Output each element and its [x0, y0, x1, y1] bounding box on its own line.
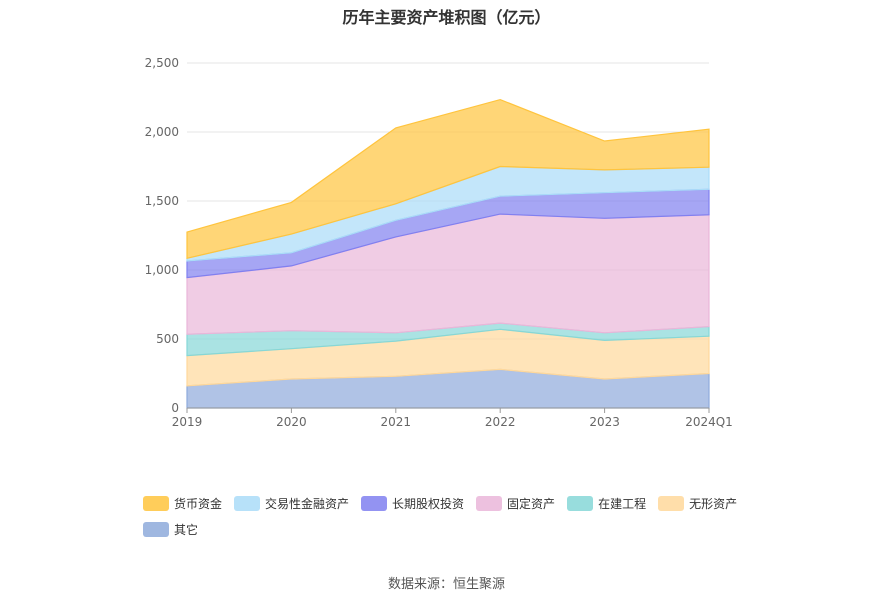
x-tick-label: 2021 [381, 415, 412, 429]
legend-item[interactable]: 无形资产 [658, 494, 737, 512]
y-tick-label: 1,000 [145, 263, 179, 277]
legend-swatch [476, 495, 503, 511]
y-tick-label: 2,500 [145, 56, 179, 70]
legend-item[interactable]: 交易性金融资产 [234, 494, 349, 512]
y-tick-label: 500 [156, 332, 179, 346]
chart-title: 历年主要资产堆积图（亿元） [342, 8, 551, 27]
legend-label: 无形资产 [689, 496, 738, 511]
legend-swatch [234, 495, 261, 511]
chart-legend: 货币资金 交易性金融资产 长期股权投资 固定资产 在建工程 无形资产其它 [143, 494, 783, 546]
x-tick-label: 2020 [276, 415, 307, 429]
data-source: 数据来源：恒生聚源 [387, 577, 505, 592]
legend-item[interactable]: 长期股权投资 [361, 494, 464, 512]
legend-label: 固定资产 [507, 496, 556, 511]
legend-label: 货币资金 [174, 496, 223, 511]
area-series [186, 98, 710, 260]
legend-item[interactable]: 在建工程 [567, 494, 646, 512]
legend-item[interactable]: 其它 [143, 520, 198, 538]
legend-swatch [143, 521, 169, 537]
y-tick-label: 1,500 [145, 194, 179, 208]
x-tick-label: 2022 [485, 415, 516, 429]
x-tick-label: 2024Q1 [685, 415, 733, 429]
legend-swatch [361, 495, 388, 511]
legend-item[interactable]: 货币资金 [143, 494, 222, 512]
legend-item[interactable]: 固定资产 [476, 494, 555, 512]
x-tick-label: 2019 [172, 415, 203, 429]
legend-label: 在建工程 [598, 496, 647, 511]
y-tick-label: 0 [171, 401, 179, 415]
legend-swatch [143, 495, 169, 511]
legend-swatch [567, 495, 594, 511]
legend-label: 长期股权投资 [392, 496, 465, 511]
legend-label: 交易性金融资产 [265, 496, 350, 511]
legend-swatch [658, 495, 685, 511]
x-tick-label: 2023 [589, 415, 620, 429]
y-tick-label: 2,000 [145, 125, 179, 139]
legend-label: 其它 [174, 522, 199, 537]
